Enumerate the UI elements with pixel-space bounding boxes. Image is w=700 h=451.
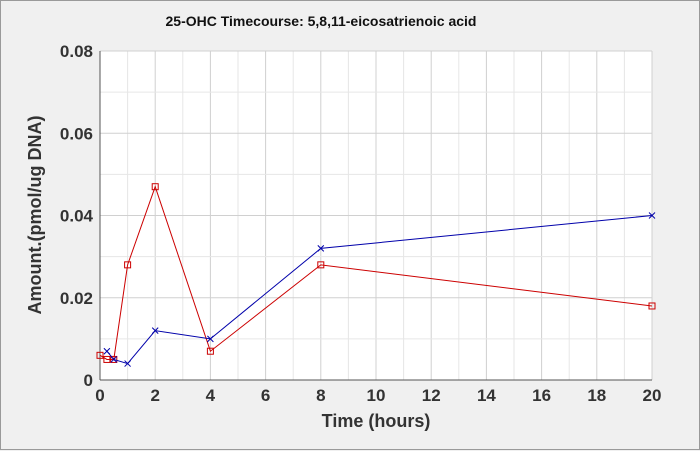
- x-tick-label: 20: [643, 386, 662, 405]
- y-tick-label: 0: [84, 371, 93, 390]
- y-axis-label: Amount.(pmol/ug DNA): [25, 116, 45, 315]
- grid-lines: [99, 50, 653, 381]
- x-tick-labels: 0 2 4 6 8 10 12 14 16 18 20: [95, 386, 661, 405]
- data-point: [207, 335, 214, 343]
- data-point: [110, 356, 118, 363]
- x-tick-label: 6: [261, 386, 270, 405]
- data-point: [151, 183, 159, 191]
- x-axis-label: Time (hours): [322, 411, 431, 431]
- x-tick-label: 12: [422, 386, 441, 405]
- y-tick-label: 0.08: [60, 42, 93, 61]
- series-1: [96, 183, 656, 363]
- data-point-stroke: [151, 327, 159, 335]
- y-tick-label: 0.04: [60, 207, 94, 226]
- x-tick-label: 8: [316, 386, 325, 405]
- data-point: [103, 355, 111, 363]
- data-point: [317, 261, 325, 269]
- x-tick-label: 4: [206, 386, 216, 405]
- axes: [99, 51, 652, 381]
- x-tick-label: 16: [532, 386, 551, 405]
- x-tick-label: 18: [587, 386, 606, 405]
- data-point: [103, 347, 111, 355]
- y-tick-label: 0.02: [60, 289, 93, 308]
- data-point-stroke: [317, 245, 325, 252]
- x-tick-label: 10: [367, 386, 386, 405]
- data-point: [124, 261, 132, 269]
- x-tick-label: 14: [477, 386, 496, 405]
- data-point-stroke: [124, 360, 131, 367]
- y-tick-labels: 0 0.02 0.04 0.06 0.08: [60, 42, 94, 390]
- data-point-stroke: [648, 212, 656, 219]
- data-point-stroke: [103, 347, 111, 355]
- data-point: [110, 355, 118, 363]
- data-point: [648, 302, 656, 310]
- series-2: [103, 212, 656, 367]
- data-point: [124, 360, 131, 367]
- series-line: [99, 185, 653, 360]
- data-point: [96, 351, 104, 359]
- data-point: [206, 347, 214, 355]
- y-tick-label: 0.06: [60, 124, 93, 143]
- series-group: [96, 183, 656, 367]
- x-tick-label: 2: [150, 386, 159, 405]
- data-point: [317, 245, 325, 252]
- chart-title: 25-OHC Timecourse: 5,8,11-eicosatrienoic…: [166, 13, 477, 29]
- x-tick-label: 0: [95, 386, 104, 405]
- data-point-stroke: [110, 356, 118, 363]
- data-point: [648, 212, 656, 219]
- data-point: [151, 327, 159, 335]
- data-point-stroke: [207, 335, 214, 343]
